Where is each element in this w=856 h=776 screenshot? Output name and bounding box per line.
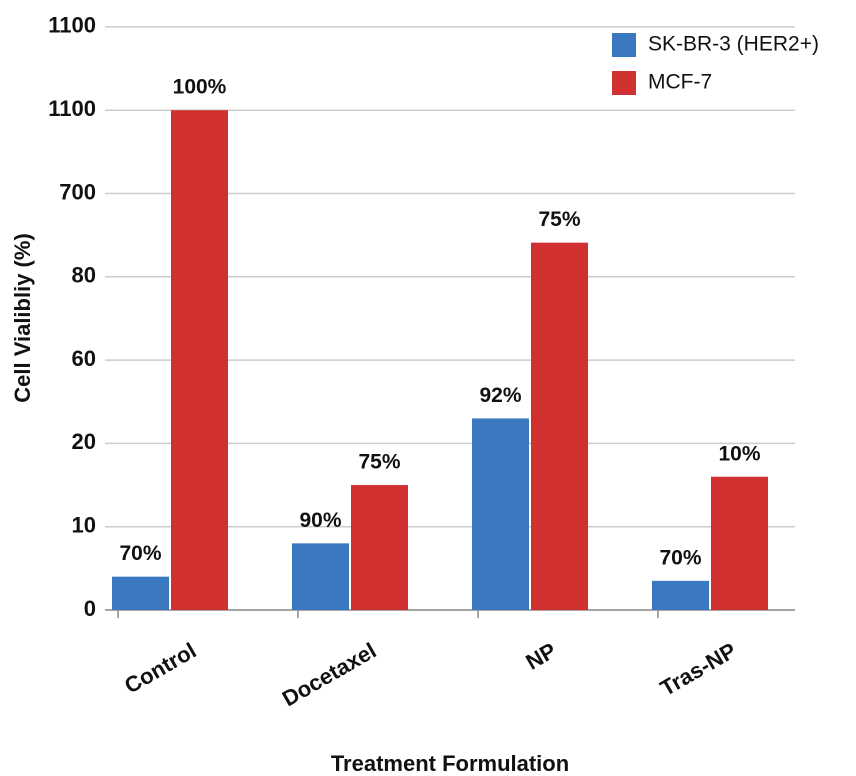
y-tick-label: 1100	[48, 13, 96, 38]
bar	[711, 476, 768, 610]
bar	[292, 543, 349, 610]
y-tick-label: 0	[84, 596, 96, 621]
x-tick-label: Docetaxel	[278, 638, 381, 712]
y-tick-label: 80	[72, 263, 96, 288]
value-label: 70%	[659, 546, 701, 569]
x-tick-label: Tras-NP	[656, 638, 741, 701]
legend-label: SK-BR-3 (HER2+)	[648, 33, 819, 56]
y-tick-label: 1100	[48, 96, 96, 121]
y-tick-label: 10	[72, 513, 96, 538]
value-label: 90%	[299, 509, 341, 532]
y-tick-label: 60	[72, 346, 96, 371]
y-tick-label: 20	[72, 429, 96, 454]
bar	[171, 110, 228, 610]
legend-swatch	[612, 33, 636, 57]
value-label: 92%	[479, 384, 521, 407]
y-axis-label: Cell Vialibliy (%)	[10, 233, 35, 403]
value-label: 75%	[358, 451, 400, 474]
legend-label: MCF-7	[648, 71, 712, 94]
bar	[351, 485, 408, 610]
x-axis-label: Treatment Formulation	[331, 751, 569, 776]
bar	[472, 418, 529, 610]
x-tick-label: Control	[120, 638, 200, 699]
y-tick-label: 700	[59, 179, 96, 204]
legend-swatch	[612, 71, 636, 95]
x-tick-label: NP	[521, 638, 560, 675]
value-label: 100%	[173, 76, 227, 99]
bar	[531, 242, 588, 610]
bar	[112, 576, 169, 610]
value-label: 70%	[119, 542, 161, 565]
value-label: 75%	[538, 208, 580, 231]
bar	[652, 580, 709, 610]
value-label: 10%	[718, 442, 760, 465]
